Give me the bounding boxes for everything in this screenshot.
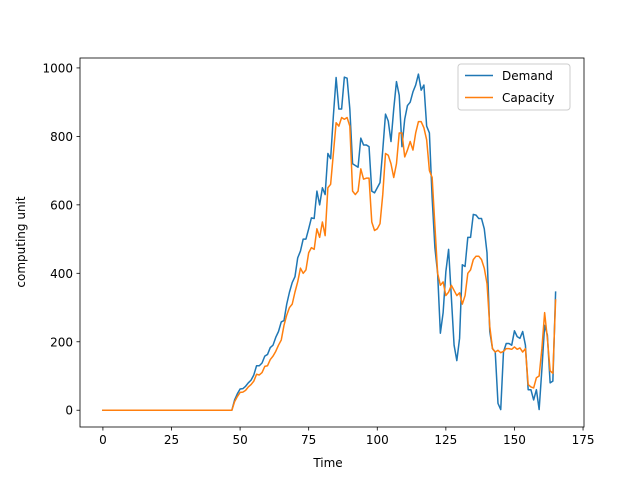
x-axis-label: Time bbox=[312, 456, 342, 470]
axes-frame bbox=[79, 57, 585, 428]
y-tick-label: 1000 bbox=[42, 61, 73, 75]
series-line-demand bbox=[102, 73, 557, 411]
y-tick-label: 800 bbox=[50, 130, 73, 144]
x-tick-label: 50 bbox=[232, 433, 247, 447]
x-axis-ticks: 0 25 50 75 100 125 150 175 bbox=[99, 427, 594, 447]
legend-label-capacity: Capacity bbox=[502, 91, 554, 105]
x-tick-label: 100 bbox=[366, 433, 389, 447]
plot-lines bbox=[102, 73, 557, 411]
x-tick-label: 75 bbox=[301, 433, 316, 447]
x-tick-label: 0 bbox=[99, 433, 107, 447]
y-tick-label: 400 bbox=[50, 267, 73, 281]
y-tick-label: 200 bbox=[50, 335, 73, 349]
x-tick-label: 25 bbox=[164, 433, 179, 447]
x-tick-label: 150 bbox=[503, 433, 526, 447]
y-axis-label: computing unit bbox=[14, 196, 28, 287]
y-tick-label: 0 bbox=[65, 404, 73, 418]
x-tick-label: 125 bbox=[434, 433, 457, 447]
y-tick-label: 600 bbox=[50, 198, 73, 212]
legend-label-demand: Demand bbox=[502, 69, 553, 83]
series-line-capacity bbox=[102, 116, 557, 411]
legend: Demand Capacity bbox=[457, 63, 571, 111]
x-tick-label: 175 bbox=[572, 433, 595, 447]
y-axis-ticks: 0 200 400 600 800 1000 bbox=[42, 61, 80, 418]
